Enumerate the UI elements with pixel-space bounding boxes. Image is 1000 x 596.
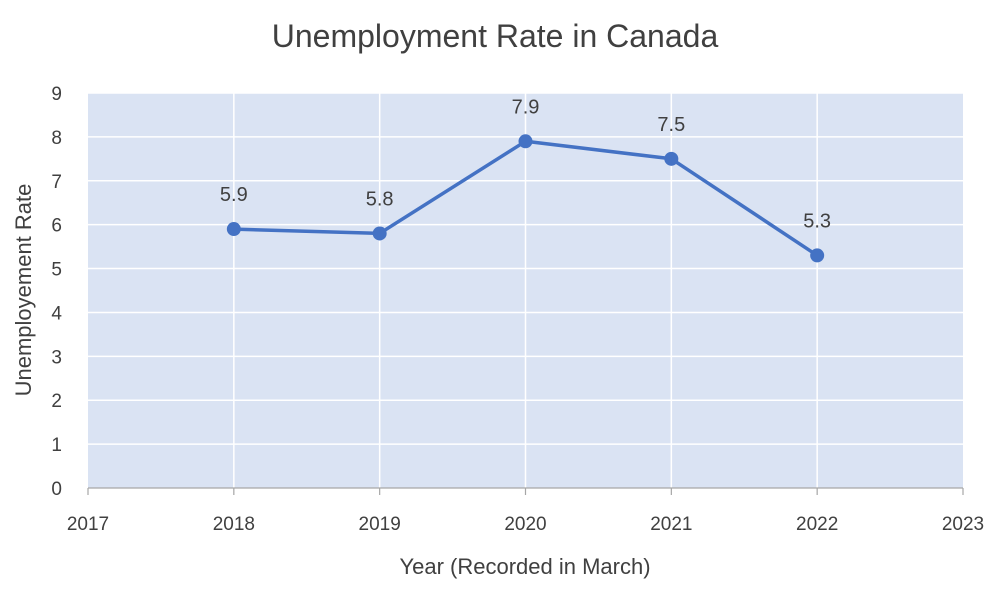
data-label: 7.9 — [512, 96, 540, 118]
axes — [87, 487, 964, 495]
chart-title: Unemployment Rate in Canada — [272, 18, 719, 54]
data-label: 5.9 — [220, 184, 248, 206]
data-point — [226, 222, 241, 237]
y-tick-label: 5 — [51, 260, 62, 281]
series-layer: 5.9 5.8 7.9 7.5 5.3 — [220, 96, 831, 263]
y-tick-label: 2 — [51, 391, 62, 412]
tick-labels: 0 1 2 3 4 5 6 7 8 9 2017 2018 2019 2020 2021 2022 2023 — [51, 84, 984, 535]
y-tick-label: 9 — [51, 84, 62, 105]
x-tick-label: 2019 — [359, 514, 401, 535]
data-label: 5.3 — [803, 210, 831, 232]
y-tick-label: 4 — [51, 303, 62, 324]
x-tick-label: 2020 — [504, 514, 546, 535]
y-tick-label: 8 — [51, 128, 62, 149]
x-tick-label: 2021 — [650, 514, 692, 535]
y-axis-label: Unemployement Rate — [11, 184, 36, 397]
y-tick-label: 0 — [51, 479, 62, 500]
data-point — [518, 134, 533, 149]
x-tick-label: 2022 — [796, 514, 838, 535]
x-tick-label: 2017 — [67, 514, 109, 535]
y-tick-label: 7 — [51, 172, 62, 193]
y-tick-label: 3 — [51, 347, 62, 368]
x-tick-label: 2023 — [942, 514, 984, 535]
data-label: 7.5 — [657, 114, 685, 136]
y-tick-label: 6 — [51, 216, 62, 237]
data-point — [664, 151, 679, 166]
data-point — [372, 226, 387, 241]
x-tick-label: 2018 — [213, 514, 255, 535]
x-axis-label: Year (Recorded in March) — [399, 554, 650, 579]
data-point — [810, 248, 825, 263]
gridlines — [88, 92, 963, 488]
y-tick-label: 1 — [51, 435, 62, 456]
data-label: 5.8 — [366, 188, 394, 210]
